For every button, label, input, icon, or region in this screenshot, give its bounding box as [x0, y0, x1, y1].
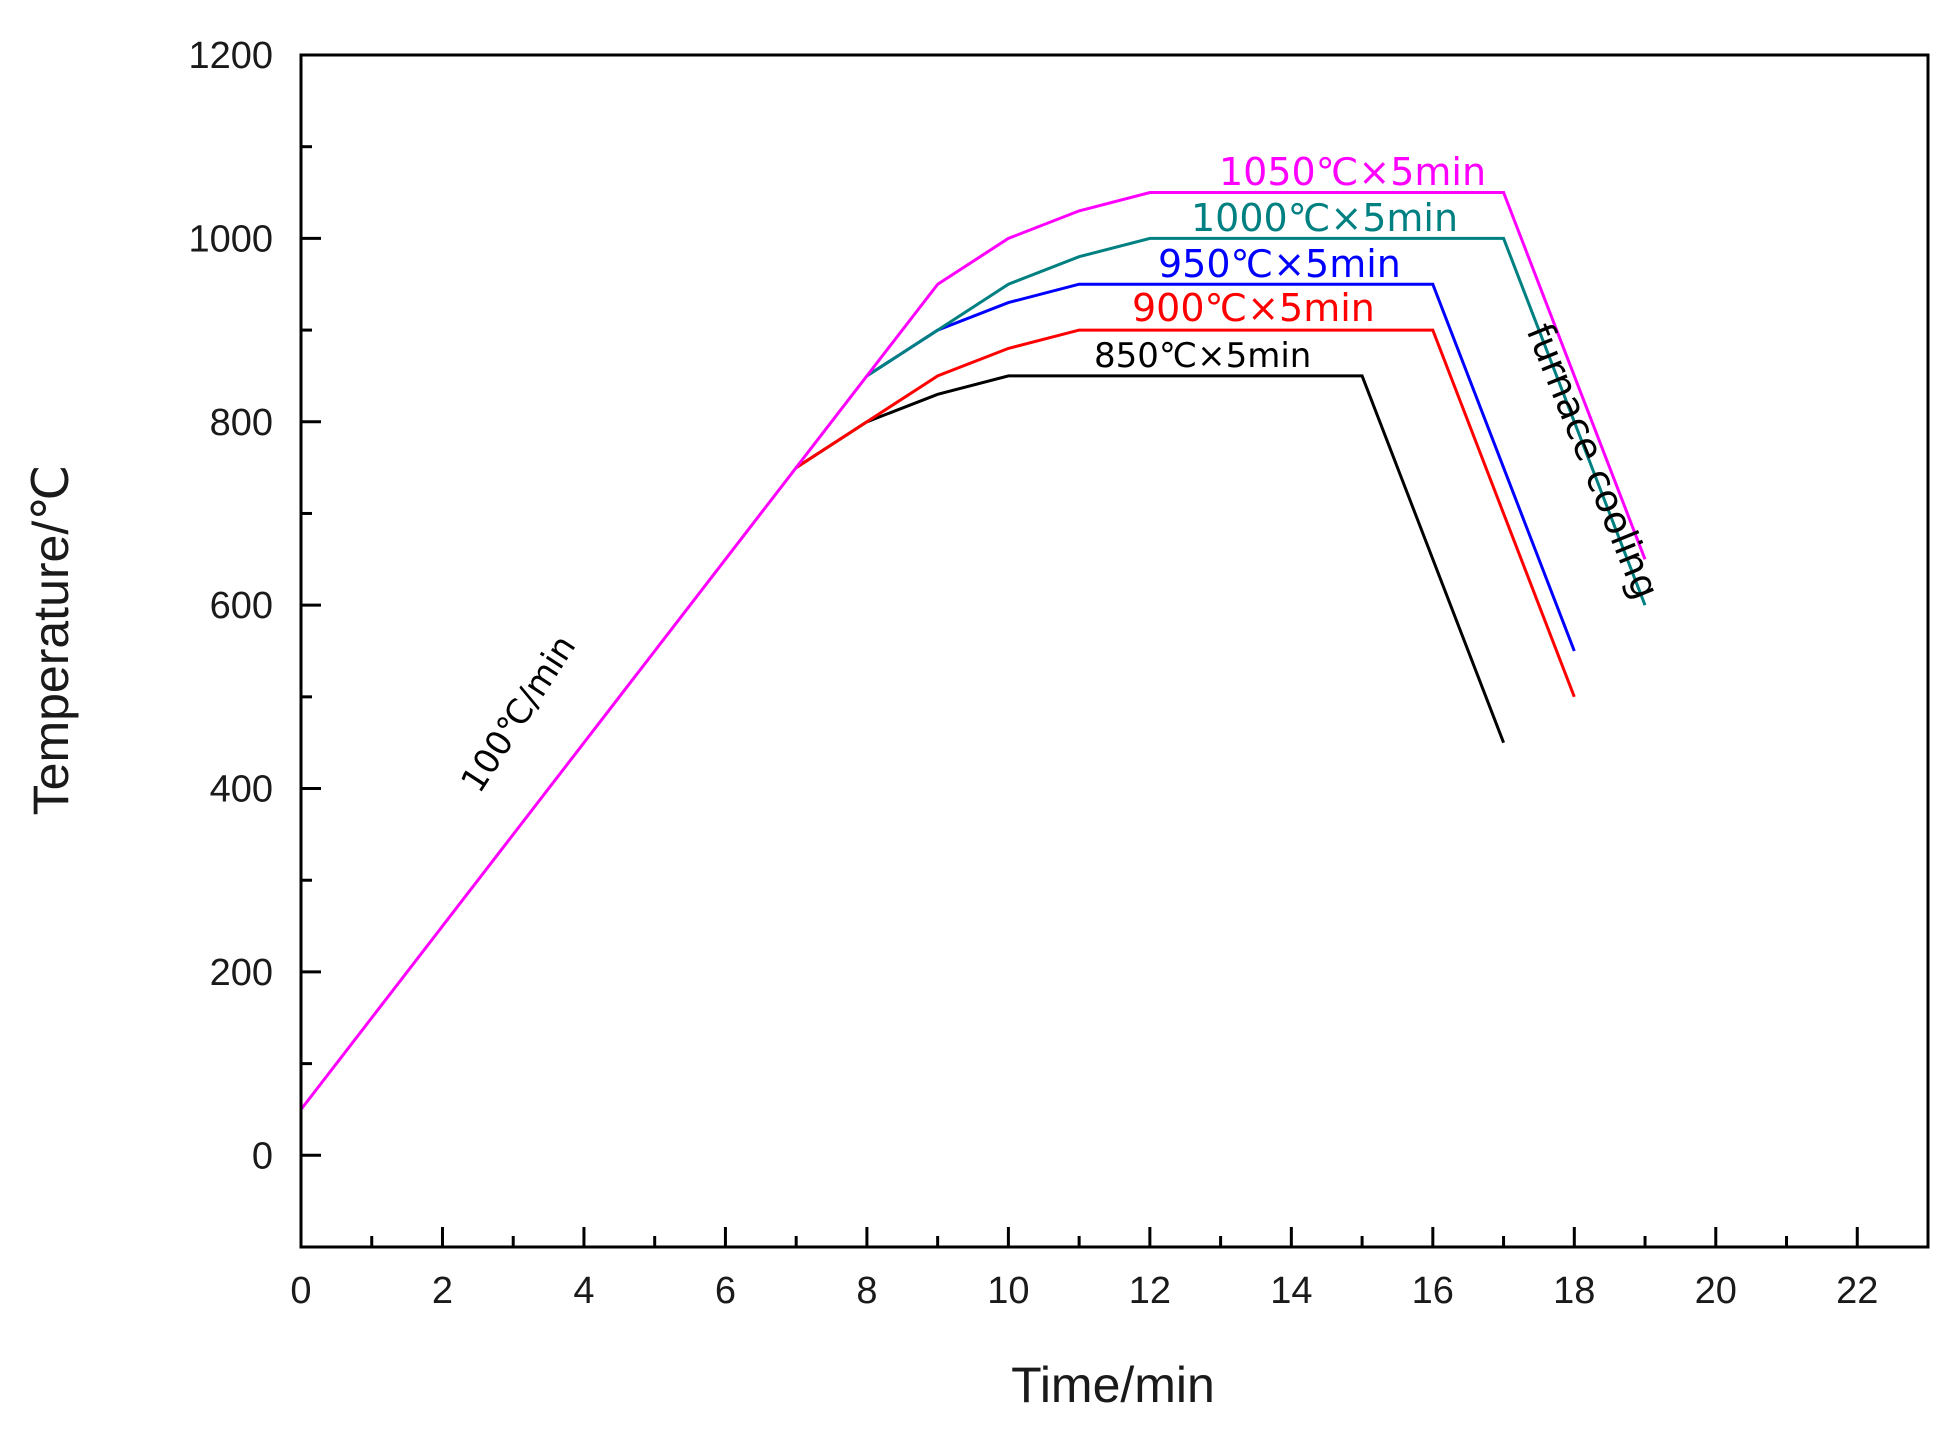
y-tick-label: 600	[210, 585, 273, 627]
y-tick-label: 1000	[188, 218, 273, 260]
y-tick-label: 1200	[188, 35, 273, 77]
y-tick-label: 800	[210, 402, 273, 444]
series-line-9005	[795, 328, 1576, 698]
x-tick-label: 0	[290, 1270, 311, 1312]
x-tick-label: 22	[1836, 1270, 1878, 1312]
x-axis-ticks: 0 2 4 6 8 10 12 14 16 18 20 22	[290, 1227, 1930, 1312]
x-axis-title: Time/min	[1011, 1357, 1215, 1413]
x-tick-label: 18	[1553, 1270, 1595, 1312]
y-tick-label: 0	[252, 1135, 273, 1177]
series-line-1000	[866, 236, 1647, 606]
label-1000: 1000℃×5min	[1191, 196, 1458, 240]
ramp-rate-label: 100℃/min	[453, 628, 584, 800]
plot-frame	[299, 53, 1930, 1249]
series-line-8505	[795, 374, 1505, 744]
y-tick-label: 400	[210, 769, 273, 811]
x-tick-label: 10	[987, 1270, 1029, 1312]
series-line-1050	[299, 191, 1647, 1111]
x-tick-label: 4	[573, 1270, 594, 1312]
x-tick-label: 8	[856, 1270, 877, 1312]
x-tick-label: 14	[1270, 1270, 1312, 1312]
label-850: 850℃×5min	[1094, 336, 1311, 376]
label-1050: 1050℃×5min	[1219, 150, 1486, 194]
x-tick-label: 2	[432, 1270, 453, 1312]
x-tick-label: 16	[1412, 1270, 1454, 1312]
series-layer	[299, 191, 1647, 1111]
label-950: 950℃×5min	[1158, 242, 1401, 286]
x-tick-label: 6	[715, 1270, 736, 1312]
y-axis-ticks: 0 200 400 600 800 1000 1200	[188, 35, 321, 1249]
label-900: 900℃×5min	[1132, 286, 1375, 330]
x-tick-label: 12	[1129, 1270, 1171, 1312]
y-axis-title: Temperature/℃	[23, 465, 79, 816]
y-tick-label: 200	[210, 952, 273, 994]
x-tick-label: 20	[1695, 1270, 1737, 1312]
